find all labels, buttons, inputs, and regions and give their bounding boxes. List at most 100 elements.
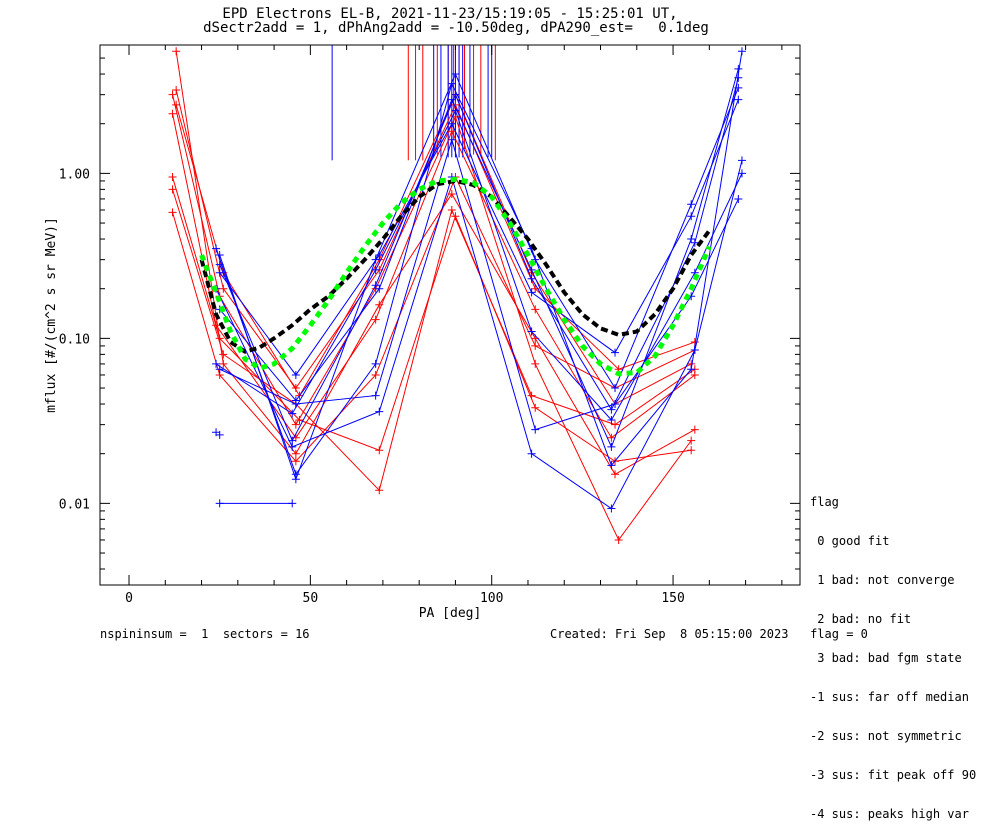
red-series-0-point-1 bbox=[219, 359, 228, 368]
red-series-5-point-0 bbox=[168, 185, 177, 194]
legend-title: flag bbox=[810, 495, 839, 509]
red-series-6-point-0 bbox=[168, 208, 177, 217]
legend-item-flag-0: 0 good fit bbox=[810, 534, 890, 548]
blue-series-15-point-7 bbox=[734, 64, 743, 73]
red-series-line-2 bbox=[175, 93, 692, 405]
red-series-7-point-2 bbox=[291, 384, 300, 393]
x-tick-label-100: 100 bbox=[480, 591, 503, 606]
chart-plot: 0 50 100 150 0.01 0.10 1.00 PA [deg] mflux [#/(c… bbox=[44, 44, 801, 621]
blue-series-10-point-1 bbox=[291, 370, 300, 379]
blue-series-12-point-2 bbox=[371, 391, 380, 400]
red-series-5-point-6 bbox=[611, 420, 620, 429]
legend-item-flag-2: 2 bad: no fit bbox=[810, 612, 912, 626]
blue-series-13-point-4 bbox=[527, 449, 536, 458]
x-tick-label-50: 50 bbox=[303, 591, 319, 606]
blue-series-11-point-7 bbox=[737, 169, 746, 178]
red-series-2-point-0 bbox=[172, 100, 181, 109]
blue-series-11-point-1 bbox=[288, 409, 297, 418]
legend-item-flag-1: 1 bad: not converge bbox=[810, 573, 955, 587]
blue-series-14-point-3 bbox=[451, 70, 460, 79]
blue-series-10-point-6 bbox=[687, 212, 696, 221]
blue-series-13-point-2 bbox=[375, 407, 384, 416]
red-series-6-point-2 bbox=[291, 457, 300, 466]
blue-series-8-point-0 bbox=[212, 244, 221, 253]
blue-series-12-point-4 bbox=[531, 425, 540, 434]
red-series-4-point-0 bbox=[168, 173, 177, 182]
red-series-line-0 bbox=[175, 51, 696, 475]
blue-series-8-point-5 bbox=[607, 461, 616, 470]
y-axis-label: mflux [#/(cm^2 s sr MeV)] bbox=[44, 217, 59, 413]
extra-point-0-1 bbox=[215, 430, 224, 439]
red-series-5-point-4 bbox=[447, 205, 456, 214]
red-series-3-point-4 bbox=[447, 127, 456, 136]
red-series-line-7 bbox=[175, 89, 695, 389]
blue-series-line-14 bbox=[219, 72, 739, 481]
blue-series-12-point-3 bbox=[447, 135, 456, 144]
blue-series-13-point-6 bbox=[690, 346, 699, 355]
red-series-1-point-6 bbox=[614, 535, 623, 544]
red-series-line-1 bbox=[172, 94, 692, 541]
blue-series-9-point-4 bbox=[527, 274, 536, 283]
blue-series-10-point-0 bbox=[215, 268, 224, 277]
red-series-3-point-3 bbox=[371, 315, 380, 324]
red-series-1-point-7 bbox=[687, 436, 696, 445]
blue-series-11-point-5 bbox=[607, 416, 616, 425]
legend-item-flag-m4: -4 sus: peaks high var bbox=[810, 807, 969, 821]
blue-series-15-point-3 bbox=[447, 95, 456, 104]
red-series-7-point-0 bbox=[172, 86, 181, 95]
y-tick-label-2: 1.00 bbox=[59, 167, 90, 182]
blue-series-14-point-5 bbox=[611, 384, 620, 393]
blue-series-line-10 bbox=[219, 99, 739, 376]
flag-legend: flag 0 good fit 1 bad: not converge 2 ba… bbox=[810, 470, 976, 834]
red-series-4-point-7 bbox=[687, 446, 696, 455]
blue-series-line-11 bbox=[215, 109, 743, 421]
plot-frame bbox=[99, 44, 801, 586]
blue-series-11-point-4 bbox=[527, 327, 536, 336]
blue-series-16-point-1 bbox=[288, 499, 297, 508]
red-series-0-point-0 bbox=[172, 47, 181, 56]
red-series-0-point-7 bbox=[690, 425, 699, 434]
y-tick-label-0: 0.01 bbox=[59, 497, 90, 512]
blue-series-11-point-2 bbox=[371, 265, 380, 274]
legend-item-flag-m2: -2 sus: not symmetric bbox=[810, 729, 962, 743]
blue-series-10-point-7 bbox=[734, 95, 743, 104]
y-tick-label-1: 0.10 bbox=[59, 332, 90, 347]
blue-series-12-point-7 bbox=[734, 194, 743, 203]
red-series-line-6 bbox=[172, 175, 696, 462]
footer-spin-info: nspininsum = 1 sectors = 16 bbox=[100, 627, 310, 641]
legend-item-flag-m1: -1 sus: far off median bbox=[810, 690, 969, 704]
x-tick-label-150: 150 bbox=[661, 591, 684, 606]
red-series-4-point-5 bbox=[531, 403, 540, 412]
blue-series-15-point-1 bbox=[291, 396, 300, 405]
black-fit-curve bbox=[199, 178, 711, 354]
blue-series-14-point-0 bbox=[215, 251, 224, 260]
red-series-3-point-0 bbox=[168, 109, 177, 118]
blue-series-14-point-6 bbox=[687, 200, 696, 209]
x-tick-label-0: 0 bbox=[125, 591, 133, 606]
blue-series-line-13 bbox=[215, 160, 743, 510]
red-series-0-point-6 bbox=[611, 470, 620, 479]
blue-series-15-point-5 bbox=[607, 442, 616, 451]
red-series-1-point-0 bbox=[168, 90, 177, 99]
blue-series-line-8 bbox=[215, 51, 743, 476]
blue-series-9-point-3 bbox=[451, 90, 460, 99]
red-series-5-point-5 bbox=[527, 391, 536, 400]
blue-series-13-point-1 bbox=[288, 442, 297, 451]
x-axis-label: PA [deg] bbox=[419, 606, 482, 621]
blue-series-12-point-5 bbox=[611, 400, 620, 409]
red-series-line-3 bbox=[172, 113, 696, 439]
blue-series-9-point-6 bbox=[690, 238, 699, 247]
blue-series-9-point-5 bbox=[607, 405, 616, 414]
red-series-line-5 bbox=[172, 189, 696, 492]
red-series-0-point-2 bbox=[291, 449, 300, 458]
red-series-line-4 bbox=[172, 176, 692, 462]
red-series-3-point-5 bbox=[531, 305, 540, 314]
blue-series-11-point-0 bbox=[212, 359, 221, 368]
blue-series-16-point-0 bbox=[215, 499, 224, 508]
blue-series-10-point-5 bbox=[611, 348, 620, 357]
blue-series-8-point-7 bbox=[737, 47, 746, 56]
red-series-5-point-1 bbox=[219, 350, 228, 359]
red-series-7-point-1 bbox=[219, 284, 228, 293]
blue-series-14-point-7 bbox=[734, 83, 743, 92]
red-series-6-point-3 bbox=[371, 370, 380, 379]
